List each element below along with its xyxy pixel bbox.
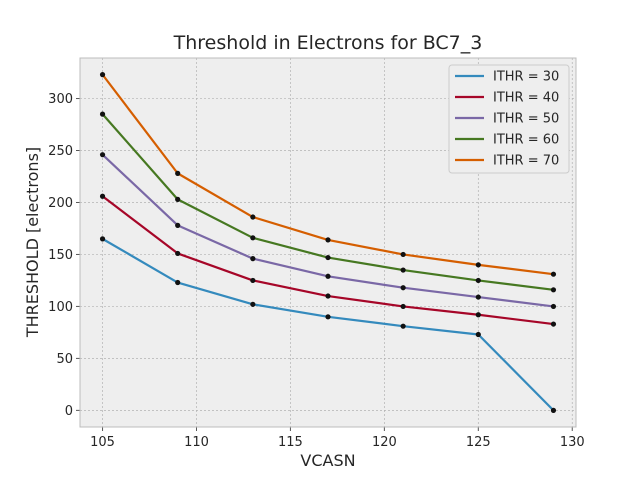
- data-point: [550, 407, 557, 413]
- data-point: [99, 111, 106, 117]
- legend-label-3: ITHR = 50: [493, 112, 559, 127]
- legend-label-4: ITHR = 60: [493, 133, 559, 148]
- legend-box: [448, 64, 570, 174]
- data-point: [325, 254, 331, 261]
- data-point: [99, 193, 106, 199]
- y-tick-label: 250: [48, 144, 73, 159]
- data-point: [175, 196, 181, 202]
- x-tick-label: 105: [90, 435, 115, 450]
- data-point: [175, 250, 181, 257]
- data-point: [99, 236, 106, 242]
- data-point: [400, 323, 406, 329]
- data-point: [250, 214, 256, 220]
- chart-title: Threshold in Electrons for BC7_3: [173, 32, 483, 54]
- data-point: [475, 312, 481, 318]
- data-point: [475, 294, 481, 300]
- data-point: [99, 72, 106, 78]
- data-point: [550, 321, 557, 327]
- y-tick-label: 50: [56, 352, 73, 367]
- data-point: [475, 331, 481, 338]
- x-tick-label: 115: [278, 435, 303, 450]
- legend-label-2: ITHR = 40: [493, 91, 559, 106]
- data-point: [250, 301, 256, 307]
- y-tick-label: 300: [48, 92, 73, 107]
- legend-label-5: ITHR = 70: [493, 154, 559, 169]
- data-point: [550, 271, 557, 277]
- data-point: [475, 277, 481, 284]
- y-tick-label: 200: [48, 196, 73, 211]
- y-axis-label: THRESHOLD [electrons]: [23, 147, 42, 338]
- y-tick-label: 0: [65, 404, 73, 419]
- data-point: [550, 287, 557, 293]
- data-point: [400, 251, 406, 258]
- series-points: [99, 72, 557, 413]
- data-point: [325, 314, 331, 320]
- legend-label-1: ITHR = 30: [493, 70, 559, 85]
- data-point: [250, 235, 256, 241]
- x-axis-label: VCASN: [300, 451, 355, 470]
- x-tick-label: 125: [466, 435, 491, 450]
- data-point: [325, 273, 331, 279]
- legend: ITHR = 30 ITHR = 40 ITHR = 50 ITHR = 60 ITHR…: [448, 64, 570, 174]
- data-point: [325, 293, 331, 299]
- data-point: [175, 222, 181, 228]
- y-tick-label: 100: [48, 300, 73, 315]
- data-point: [250, 256, 256, 262]
- x-tick-label: 110: [184, 435, 209, 450]
- data-point: [400, 303, 406, 310]
- x-tick-label: 130: [560, 435, 585, 450]
- x-tick-label: 120: [372, 435, 397, 450]
- data-point: [400, 285, 406, 291]
- y-axis-ticks: 0 50 100 150 200 250 300: [48, 92, 80, 419]
- data-point: [175, 279, 181, 286]
- data-point: [400, 267, 406, 273]
- x-axis-ticks: 105 110 115 120 125 130: [90, 427, 585, 450]
- data-point: [475, 262, 481, 268]
- data-point: [99, 152, 106, 158]
- data-point: [325, 237, 331, 243]
- data-point: [175, 170, 181, 176]
- data-point: [550, 303, 557, 310]
- plot-frame: [79, 57, 577, 428]
- data-point: [250, 277, 256, 284]
- y-tick-label: 150: [48, 248, 73, 263]
- grid: [80, 58, 576, 427]
